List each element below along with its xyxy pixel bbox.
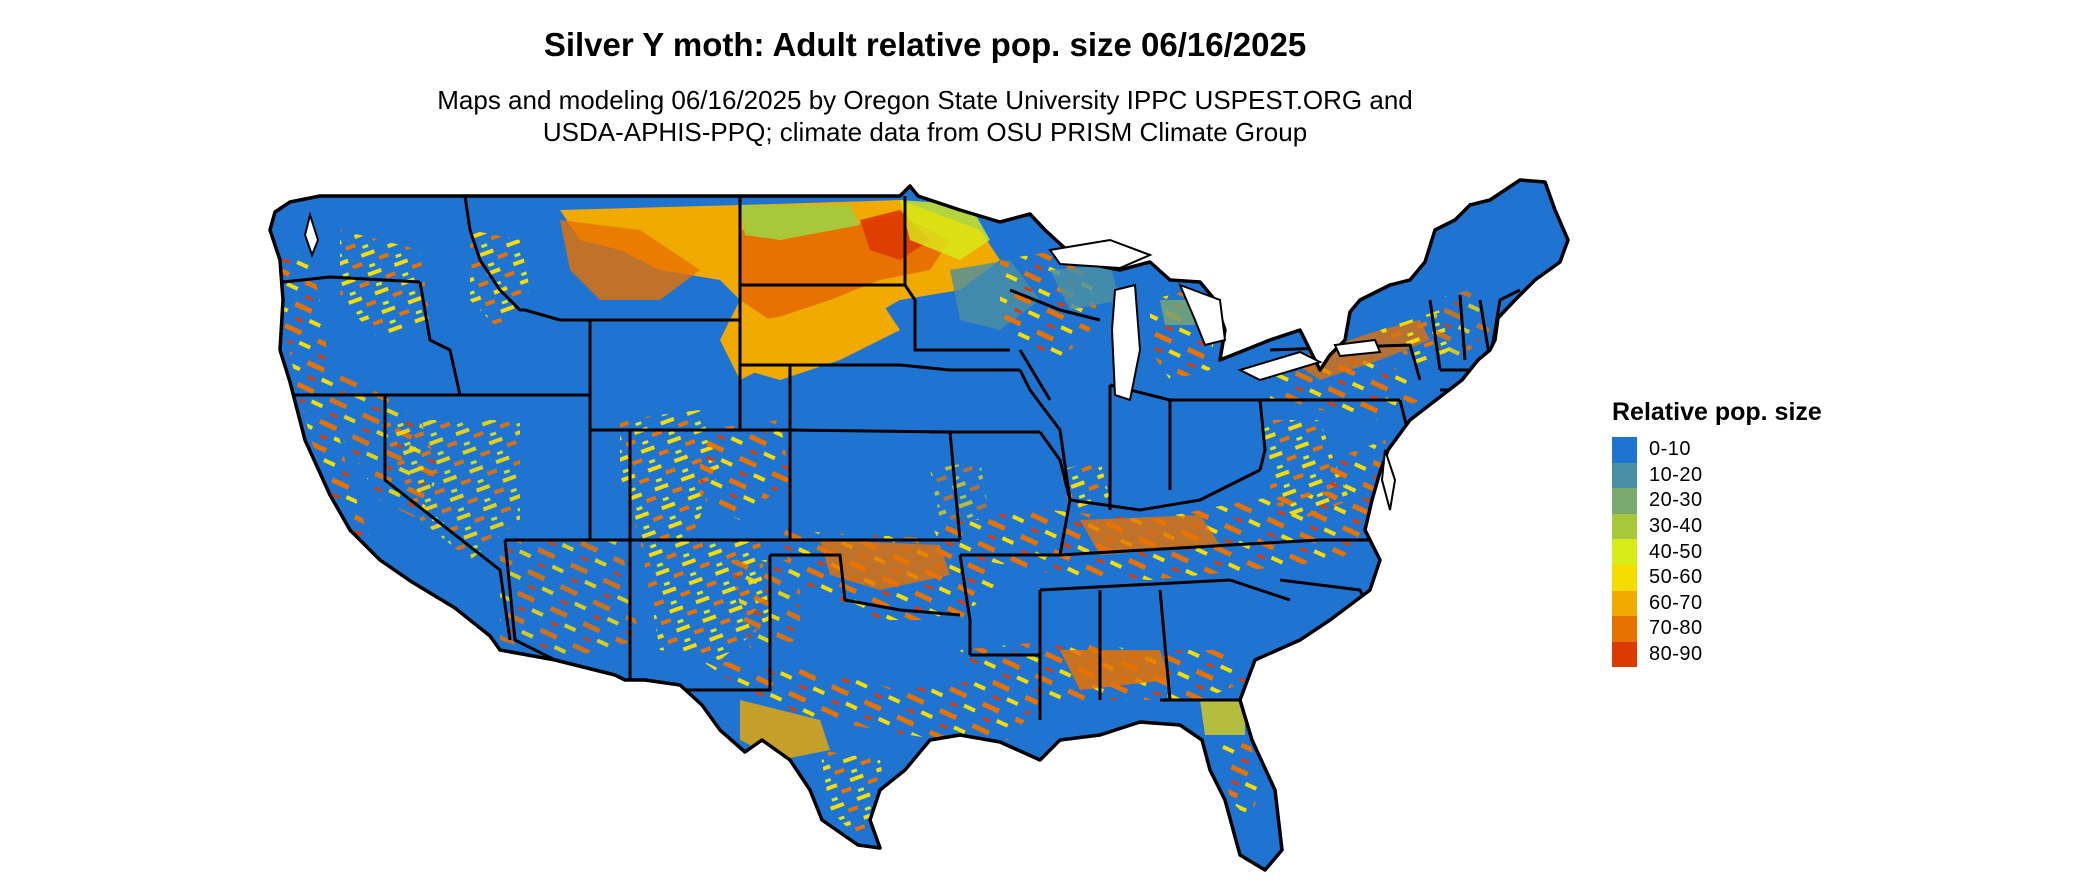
- legend-item: 50-60: [1612, 564, 1822, 591]
- legend-label: 40-50: [1649, 540, 1703, 563]
- legend-label: 80-90: [1649, 643, 1703, 666]
- population-raster: [280, 200, 1560, 840]
- legend-label: 30-40: [1649, 515, 1703, 538]
- legend-label: 70-80: [1649, 617, 1703, 640]
- legend-swatch: [1612, 488, 1637, 514]
- legend-swatch: [1612, 616, 1637, 642]
- legend-item: 80-90: [1612, 641, 1822, 668]
- legend-label: 20-30: [1649, 489, 1703, 512]
- map-title: Silver Y moth: Adult relative pop. size …: [543, 26, 1307, 63]
- legend-item: 10-20: [1612, 462, 1822, 489]
- state-borders: [282, 195, 1521, 720]
- legend-swatch: [1612, 513, 1637, 540]
- legend-swatch: [1612, 539, 1637, 565]
- chesapeake-bay: [1380, 449, 1397, 511]
- legend-swatch: [1612, 564, 1637, 591]
- legend-swatch: [1612, 641, 1637, 668]
- legend-swatch: [1612, 462, 1637, 489]
- legend-label: 60-70: [1649, 591, 1703, 614]
- legend-item: 30-40: [1612, 513, 1822, 540]
- puget-sound: [303, 211, 320, 258]
- legend-swatch: [1612, 590, 1637, 617]
- legend-item: 0-10: [1612, 437, 1822, 463]
- legend-swatch: [1612, 437, 1637, 463]
- legend-label: 0-10: [1649, 438, 1692, 461]
- legend: Relative pop. size 0-10 10-20 20-30 30-40 40…: [1612, 398, 1822, 668]
- subtitle-line-1: Maps and modeling 06/16/2025 by Oregon S…: [437, 85, 1413, 115]
- legend-item: 60-70: [1612, 590, 1822, 617]
- legend-item: 70-80: [1612, 616, 1822, 642]
- subtitle-line-2: USDA-APHIS-PPQ; climate data from OSU PR…: [542, 117, 1308, 147]
- legend-label: 10-20: [1649, 463, 1703, 486]
- legend-items: 0-10 10-20 20-30 30-40 40-50 50-60 60-70 70-80 8…: [1612, 437, 1822, 668]
- great-lakes: [1048, 238, 1382, 402]
- map-subtitle: Maps and modeling 06/16/2025 by Oregon S…: [0, 84, 1850, 148]
- legend-label: 50-60: [1649, 566, 1703, 589]
- legend-item: 40-50: [1612, 539, 1822, 565]
- legend-title: Relative pop. size: [1612, 398, 1822, 426]
- legend-item: 20-30: [1612, 488, 1822, 514]
